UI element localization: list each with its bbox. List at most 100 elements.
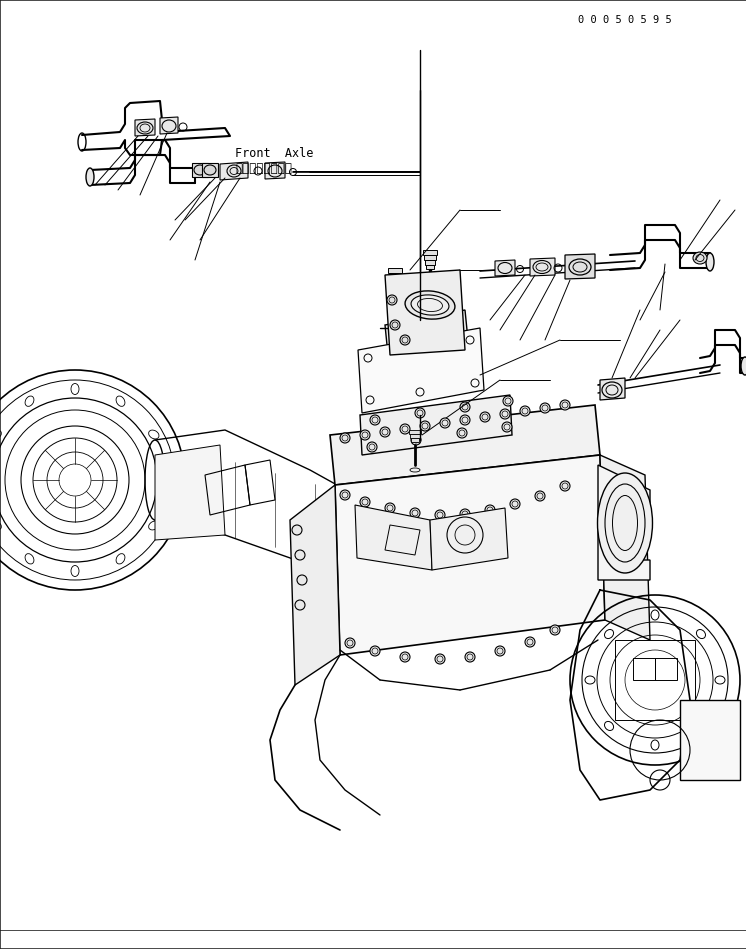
Bar bbox=[389, 273, 401, 278]
Circle shape bbox=[415, 408, 425, 418]
Circle shape bbox=[400, 652, 410, 662]
Polygon shape bbox=[135, 119, 155, 136]
Polygon shape bbox=[600, 378, 625, 400]
Polygon shape bbox=[598, 465, 650, 580]
Polygon shape bbox=[330, 405, 600, 485]
Circle shape bbox=[345, 638, 355, 648]
Bar bbox=[411, 438, 419, 442]
Text: フロントアクスル: フロントアクスル bbox=[235, 162, 292, 175]
Circle shape bbox=[502, 422, 512, 432]
Circle shape bbox=[525, 637, 535, 647]
Polygon shape bbox=[565, 254, 595, 279]
Bar bbox=[388, 268, 402, 273]
Polygon shape bbox=[385, 310, 470, 375]
Polygon shape bbox=[155, 445, 225, 540]
Circle shape bbox=[388, 361, 396, 369]
Text: 0 0 0 5 0 5 9 5: 0 0 0 5 0 5 9 5 bbox=[578, 15, 672, 25]
Bar bbox=[409, 430, 421, 434]
Circle shape bbox=[370, 646, 380, 656]
Circle shape bbox=[420, 421, 430, 431]
Circle shape bbox=[387, 295, 397, 305]
Bar bbox=[633, 658, 655, 680]
Circle shape bbox=[535, 491, 545, 501]
Text: Front  Axle: Front Axle bbox=[235, 147, 313, 160]
Bar bbox=[391, 283, 399, 287]
Ellipse shape bbox=[389, 321, 401, 326]
Polygon shape bbox=[265, 162, 285, 179]
Polygon shape bbox=[600, 455, 650, 640]
Bar bbox=[680, 700, 740, 780]
Polygon shape bbox=[380, 340, 478, 402]
Ellipse shape bbox=[204, 165, 216, 175]
Circle shape bbox=[460, 402, 470, 412]
Polygon shape bbox=[495, 260, 515, 276]
Bar bbox=[655, 658, 677, 680]
Circle shape bbox=[436, 351, 444, 359]
Circle shape bbox=[460, 509, 470, 519]
Circle shape bbox=[440, 418, 450, 428]
Circle shape bbox=[500, 409, 510, 419]
Circle shape bbox=[560, 400, 570, 410]
Circle shape bbox=[435, 510, 445, 520]
Circle shape bbox=[495, 646, 505, 656]
Circle shape bbox=[436, 367, 444, 375]
Bar bbox=[410, 434, 420, 438]
Ellipse shape bbox=[411, 295, 449, 315]
Circle shape bbox=[480, 412, 490, 422]
Ellipse shape bbox=[598, 473, 653, 573]
Circle shape bbox=[295, 550, 305, 560]
Circle shape bbox=[420, 354, 428, 362]
Polygon shape bbox=[335, 455, 605, 655]
Polygon shape bbox=[355, 505, 432, 570]
Ellipse shape bbox=[86, 168, 94, 186]
Circle shape bbox=[435, 654, 445, 664]
Polygon shape bbox=[530, 258, 555, 276]
Polygon shape bbox=[430, 508, 508, 570]
Circle shape bbox=[460, 415, 470, 425]
Circle shape bbox=[503, 396, 513, 406]
Circle shape bbox=[400, 424, 410, 434]
Polygon shape bbox=[220, 162, 248, 180]
Circle shape bbox=[340, 490, 350, 500]
Ellipse shape bbox=[405, 291, 455, 319]
Bar bbox=[390, 278, 400, 283]
Circle shape bbox=[510, 499, 520, 509]
Ellipse shape bbox=[194, 165, 206, 175]
Circle shape bbox=[295, 600, 305, 610]
Circle shape bbox=[370, 415, 380, 425]
Polygon shape bbox=[360, 395, 512, 455]
Circle shape bbox=[360, 497, 370, 507]
Circle shape bbox=[540, 403, 550, 413]
Circle shape bbox=[457, 428, 467, 438]
Circle shape bbox=[292, 525, 302, 535]
Circle shape bbox=[297, 575, 307, 585]
Circle shape bbox=[420, 370, 428, 378]
Circle shape bbox=[410, 508, 420, 518]
Ellipse shape bbox=[424, 303, 436, 307]
Bar bbox=[426, 265, 434, 269]
Circle shape bbox=[388, 378, 396, 386]
Circle shape bbox=[404, 374, 412, 382]
Circle shape bbox=[465, 652, 475, 662]
Circle shape bbox=[340, 433, 350, 443]
Ellipse shape bbox=[407, 315, 463, 345]
Polygon shape bbox=[192, 163, 208, 177]
Circle shape bbox=[360, 430, 370, 440]
Ellipse shape bbox=[706, 253, 714, 271]
Circle shape bbox=[520, 406, 530, 416]
Polygon shape bbox=[202, 163, 218, 177]
Polygon shape bbox=[160, 117, 178, 134]
Bar bbox=[423, 250, 437, 255]
Circle shape bbox=[485, 505, 495, 515]
Circle shape bbox=[404, 358, 412, 366]
Circle shape bbox=[560, 481, 570, 491]
Circle shape bbox=[367, 442, 377, 452]
Circle shape bbox=[400, 335, 410, 345]
Bar bbox=[425, 260, 435, 265]
Circle shape bbox=[385, 503, 395, 513]
Polygon shape bbox=[290, 485, 340, 685]
Circle shape bbox=[380, 427, 390, 437]
Ellipse shape bbox=[741, 357, 746, 375]
Ellipse shape bbox=[693, 252, 707, 264]
Circle shape bbox=[411, 435, 421, 445]
